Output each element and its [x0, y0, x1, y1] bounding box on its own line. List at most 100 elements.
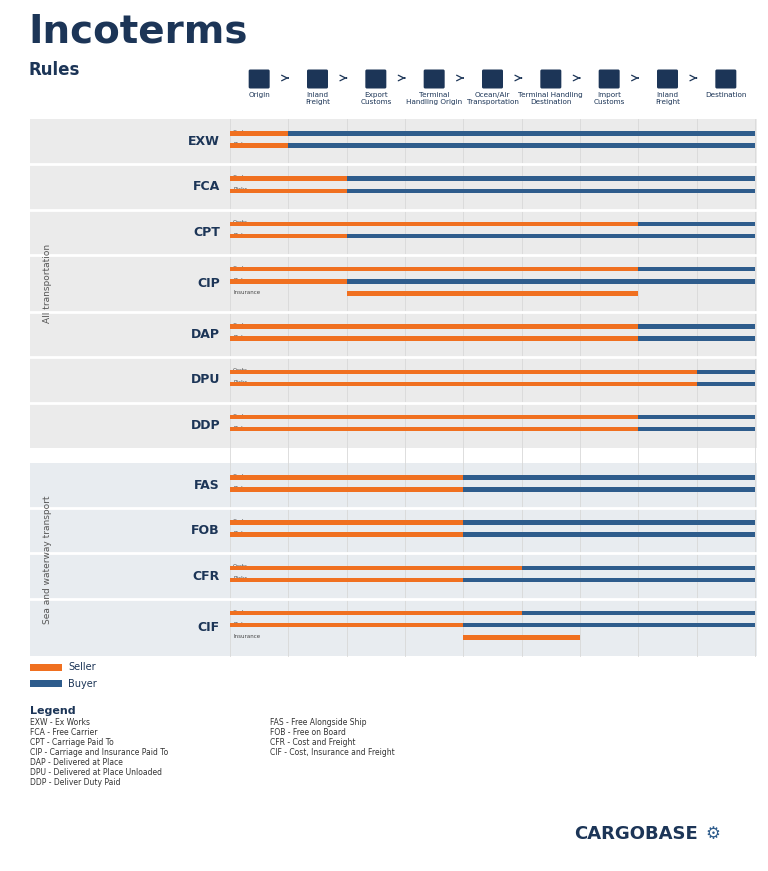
Text: Costs: Costs: [233, 474, 248, 479]
FancyBboxPatch shape: [307, 70, 328, 89]
Bar: [230, 222, 346, 226]
Text: Costs: Costs: [233, 519, 248, 524]
Text: Origin: Origin: [248, 92, 270, 98]
Text: Costs: Costs: [233, 220, 248, 226]
Text: Risks: Risks: [233, 426, 247, 430]
Text: Risks: Risks: [233, 622, 247, 627]
Text: ⚙: ⚙: [705, 825, 720, 843]
Text: DAP - Delivered at Place: DAP - Delivered at Place: [30, 758, 123, 767]
Text: Risks: Risks: [233, 335, 247, 341]
Text: CIP - Carriage and Insurance Paid To: CIP - Carriage and Insurance Paid To: [30, 748, 168, 757]
Bar: [230, 565, 463, 571]
Text: Rules: Rules: [28, 61, 79, 79]
Bar: [230, 369, 697, 374]
Bar: [230, 279, 346, 284]
Bar: [346, 233, 755, 239]
Bar: [638, 324, 755, 329]
Text: Risks: Risks: [233, 381, 247, 385]
Bar: [638, 222, 755, 226]
Text: Incoterms: Incoterms: [28, 13, 247, 51]
Text: FCA: FCA: [193, 180, 220, 193]
Bar: [230, 233, 346, 239]
Text: EXW - Ex Works: EXW - Ex Works: [30, 718, 90, 727]
Bar: [346, 188, 755, 193]
Text: Inland
Freight: Inland Freight: [655, 92, 680, 105]
Bar: [346, 267, 638, 272]
Bar: [230, 324, 638, 329]
Bar: [463, 577, 755, 582]
Text: Costs: Costs: [233, 368, 248, 374]
Bar: [697, 381, 755, 386]
Text: Seller: Seller: [68, 663, 96, 672]
Bar: [230, 476, 463, 480]
Text: Risks: Risks: [233, 577, 247, 582]
Text: Risks: Risks: [233, 278, 247, 283]
Text: FCA - Free Carrier: FCA - Free Carrier: [30, 728, 98, 737]
Text: Costs: Costs: [233, 610, 248, 615]
Text: CIP: CIP: [197, 277, 220, 290]
Bar: [230, 577, 463, 582]
Bar: [230, 188, 346, 193]
Bar: [638, 415, 755, 419]
Bar: [638, 427, 755, 431]
Bar: [30, 680, 62, 687]
Text: FAS - Free Alongside Ship: FAS - Free Alongside Ship: [270, 718, 366, 727]
Bar: [697, 369, 755, 374]
Bar: [30, 463, 757, 656]
FancyBboxPatch shape: [657, 70, 678, 89]
Text: FAS: FAS: [194, 479, 220, 492]
Text: FOB: FOB: [191, 524, 220, 537]
Bar: [230, 381, 697, 386]
Bar: [288, 144, 755, 148]
Text: Risks: Risks: [233, 187, 247, 192]
Text: Inland
Freight: Inland Freight: [305, 92, 330, 105]
Bar: [346, 177, 755, 181]
FancyBboxPatch shape: [599, 70, 620, 89]
Text: CIF: CIF: [198, 621, 220, 634]
Text: Insurance: Insurance: [233, 290, 260, 295]
Text: Risks: Risks: [233, 233, 247, 238]
Bar: [638, 336, 755, 341]
Text: DDP: DDP: [190, 419, 220, 432]
Text: Risks: Risks: [233, 486, 247, 491]
Text: Legend: Legend: [30, 706, 75, 716]
Bar: [230, 144, 288, 148]
Text: Costs: Costs: [233, 266, 248, 271]
Text: Risks: Risks: [233, 531, 247, 537]
Text: All transportation: All transportation: [44, 244, 52, 323]
Text: Ocean/Air
Transportation: Ocean/Air Transportation: [467, 92, 518, 105]
Text: Costs: Costs: [233, 130, 248, 135]
Text: CPT: CPT: [193, 226, 220, 239]
Bar: [521, 565, 755, 571]
Bar: [463, 623, 755, 627]
FancyBboxPatch shape: [541, 70, 561, 89]
FancyBboxPatch shape: [424, 70, 445, 89]
Bar: [463, 487, 755, 492]
Bar: [521, 611, 755, 616]
Bar: [230, 267, 346, 272]
Bar: [230, 177, 346, 181]
FancyBboxPatch shape: [366, 70, 386, 89]
Text: Insurance: Insurance: [233, 634, 260, 638]
Bar: [230, 487, 463, 492]
Bar: [30, 119, 757, 448]
Bar: [230, 415, 638, 419]
Bar: [463, 532, 755, 537]
Bar: [463, 520, 755, 525]
Text: DPU - Delivered at Place Unloaded: DPU - Delivered at Place Unloaded: [30, 768, 162, 777]
Text: Risks: Risks: [233, 142, 247, 147]
Text: CFR: CFR: [193, 570, 220, 583]
Text: CPT - Carriage Paid To: CPT - Carriage Paid To: [30, 738, 114, 747]
Bar: [230, 336, 638, 341]
Text: Sea and waterway transport: Sea and waterway transport: [44, 496, 52, 624]
Bar: [463, 611, 521, 616]
Bar: [230, 520, 463, 525]
Text: DDP - Deliver Duty Paid: DDP - Deliver Duty Paid: [30, 778, 121, 787]
Bar: [638, 267, 755, 272]
Bar: [463, 565, 521, 571]
Text: EXW: EXW: [188, 135, 220, 148]
Bar: [288, 132, 755, 136]
Text: Costs: Costs: [233, 175, 248, 180]
Text: CIF - Cost, Insurance and Freight: CIF - Cost, Insurance and Freight: [270, 748, 395, 757]
Text: CARGOBASE: CARGOBASE: [574, 825, 698, 843]
